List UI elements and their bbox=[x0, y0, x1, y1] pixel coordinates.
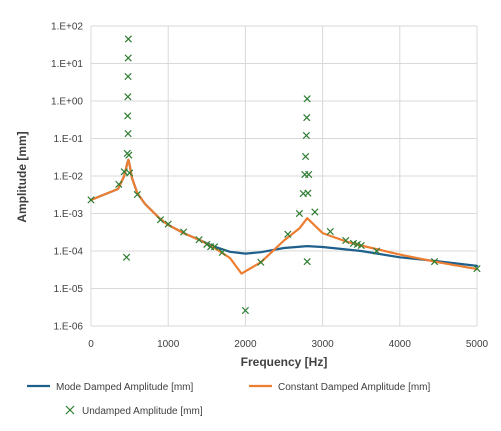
scatter-point-undamped-amplitude bbox=[241, 306, 250, 315]
y-tick-label: 1.E-03 bbox=[54, 209, 84, 220]
scatter-point-undamped-amplitude bbox=[342, 236, 350, 245]
scatter-point-undamped-amplitude bbox=[124, 54, 132, 62]
y-axis-title: Amplitude [mm] bbox=[15, 131, 29, 222]
scatter-point-undamped-amplitude bbox=[303, 95, 311, 103]
scatter-point-undamped-amplitude bbox=[124, 112, 132, 120]
scatter-point-undamped-amplitude bbox=[304, 189, 312, 197]
y-tick-label: 1.E-04 bbox=[54, 247, 84, 258]
x-tick-labels: 0 1000 2000 3000 4000 5000 bbox=[88, 339, 488, 350]
scatter-point-undamped-amplitude bbox=[120, 168, 128, 176]
scatter-point-undamped-amplitude bbox=[284, 230, 292, 238]
x-tick-label: 4000 bbox=[389, 339, 412, 350]
scatter-point-undamped-amplitude bbox=[164, 220, 172, 228]
scatter-point-undamped-amplitude bbox=[218, 248, 226, 256]
x-tick-label: 2000 bbox=[234, 339, 257, 350]
scatter-point-undamped-amplitude bbox=[125, 169, 134, 177]
y-tick-labels: 1.E-06 1.E-05 1.E-04 1.E-03 1.E-02 1.E-01 1.E+… bbox=[51, 22, 83, 333]
scatter-point-undamped-amplitude bbox=[133, 190, 141, 199]
y-tick-label: 1.E-06 bbox=[54, 322, 84, 333]
scatter-point-undamped-amplitude bbox=[210, 243, 219, 251]
series-lines bbox=[89, 158, 479, 275]
scatter-point-undamped-amplitude bbox=[257, 258, 265, 266]
scatter-point-undamped-amplitude bbox=[125, 151, 133, 159]
x-tick-label: 5000 bbox=[466, 339, 489, 350]
x-tick-label: 3000 bbox=[311, 339, 334, 350]
scatter-point-undamped-amplitude bbox=[124, 72, 132, 81]
y-tick-label: 1.E-01 bbox=[54, 134, 84, 145]
x-tick-label: 1000 bbox=[157, 339, 180, 350]
scatter-point-undamped-amplitude bbox=[203, 240, 211, 249]
series-line-constant-damped-amplitude bbox=[89, 158, 479, 275]
scatter-point-undamped-amplitude bbox=[124, 129, 132, 138]
scatter-markers bbox=[87, 35, 481, 315]
scatter-point-undamped-amplitude bbox=[122, 253, 131, 261]
scatter-point-undamped-amplitude bbox=[303, 258, 311, 266]
scatter-point-undamped-amplitude bbox=[430, 258, 439, 266]
legend-label-constant-damped: Constant Damped Amplitude [mm] bbox=[278, 382, 431, 393]
scatter-point-undamped-amplitude bbox=[302, 131, 311, 140]
x-axis-title: Frequency [Hz] bbox=[241, 355, 328, 369]
scatter-point-undamped-amplitude bbox=[295, 209, 304, 218]
y-tick-label: 1.E-02 bbox=[54, 172, 84, 183]
legend-label-undamped: Undamped Amplitude [mm] bbox=[82, 406, 203, 417]
scatter-point-undamped-amplitude bbox=[326, 227, 334, 236]
scatter-point-undamped-amplitude bbox=[357, 241, 365, 250]
scatter-point-undamped-amplitude bbox=[124, 35, 132, 43]
y-tick-label: 1.E+01 bbox=[51, 59, 83, 70]
scatter-point-undamped-amplitude bbox=[303, 114, 311, 122]
scatter-point-undamped-amplitude bbox=[124, 93, 132, 101]
legend-swatch-undamped bbox=[65, 405, 75, 415]
y-tick-label: 1.E+02 bbox=[51, 22, 83, 33]
grid bbox=[90, 25, 478, 327]
scatter-point-undamped-amplitude bbox=[301, 152, 310, 161]
scatter-point-undamped-amplitude bbox=[473, 264, 481, 273]
scatter-point-undamped-amplitude bbox=[87, 196, 95, 204]
scatter-point-undamped-amplitude bbox=[195, 236, 203, 244]
legend: Mode Damped Amplitude [mm] Constant Damp… bbox=[27, 382, 431, 417]
y-tick-label: 1.E-05 bbox=[54, 284, 84, 295]
scatter-point-undamped-amplitude bbox=[373, 247, 381, 255]
scatter-point-undamped-amplitude bbox=[180, 228, 188, 236]
y-tick-label: 1.E+00 bbox=[51, 97, 83, 108]
scatter-point-undamped-amplitude bbox=[115, 180, 123, 188]
x-tick-label: 0 bbox=[88, 339, 94, 350]
legend-label-mode-damped: Mode Damped Amplitude [mm] bbox=[56, 382, 194, 393]
scatter-point-undamped-amplitude bbox=[305, 170, 313, 179]
scatter-point-undamped-amplitude bbox=[311, 208, 319, 216]
scatter-point-undamped-amplitude bbox=[156, 216, 165, 224]
